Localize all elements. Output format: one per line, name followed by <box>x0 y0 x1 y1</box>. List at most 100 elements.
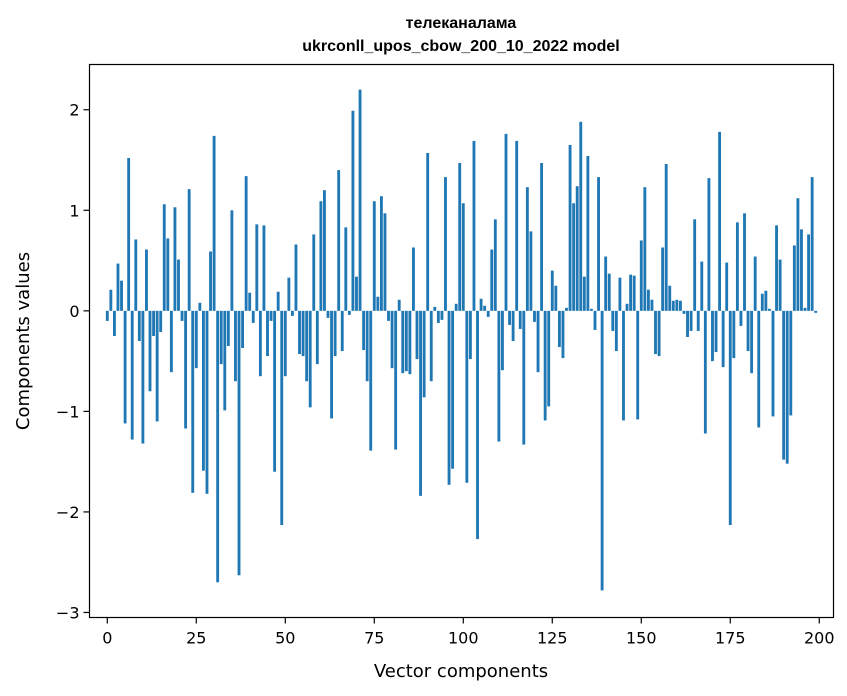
bar <box>258 310 262 377</box>
bar <box>408 310 412 375</box>
bar <box>590 308 593 311</box>
bar <box>796 198 800 311</box>
bar <box>273 310 277 472</box>
bar <box>504 133 508 311</box>
bar <box>632 275 636 311</box>
bar <box>732 310 736 359</box>
bar <box>152 310 155 336</box>
bar <box>419 310 422 496</box>
bar <box>789 310 793 416</box>
bar <box>657 310 661 357</box>
bar <box>607 273 611 311</box>
bar <box>355 276 358 311</box>
bar <box>383 213 387 311</box>
bar-series <box>105 89 818 591</box>
bar <box>472 140 476 311</box>
bar <box>219 310 223 365</box>
bar <box>540 163 544 311</box>
bar <box>162 204 166 311</box>
x-tick-label: 25 <box>186 629 206 648</box>
bar <box>654 310 657 355</box>
y-axis-label: Components values <box>13 252 34 430</box>
bar <box>451 310 455 469</box>
bar <box>614 310 618 352</box>
y-tick-label: 1 <box>69 201 79 220</box>
x-tick-label: 0 <box>102 629 112 648</box>
bar <box>269 310 273 321</box>
bar <box>707 178 711 311</box>
bar <box>255 224 259 311</box>
bar <box>112 310 116 336</box>
bar <box>436 310 440 323</box>
bar <box>326 310 330 318</box>
bar <box>501 310 504 371</box>
bar <box>412 247 415 311</box>
bar <box>735 222 739 311</box>
bar <box>693 219 697 311</box>
bar <box>728 310 732 525</box>
bar <box>369 310 373 451</box>
bar <box>166 238 170 311</box>
bar <box>212 135 216 311</box>
bar <box>600 310 604 591</box>
bar <box>479 298 483 311</box>
bar <box>533 310 536 322</box>
bar <box>390 310 394 369</box>
bar <box>433 306 437 311</box>
bar <box>646 289 650 311</box>
bar <box>241 310 244 349</box>
bar <box>782 310 786 460</box>
bar <box>308 310 312 408</box>
bar <box>671 300 675 311</box>
bar <box>643 187 647 311</box>
bar <box>105 310 109 321</box>
bar <box>404 310 408 372</box>
bar <box>294 244 298 311</box>
bar <box>814 310 818 313</box>
bar <box>703 310 707 434</box>
bar <box>187 189 191 311</box>
bar <box>810 177 814 311</box>
bar <box>675 299 679 311</box>
bar <box>778 259 782 311</box>
bar <box>768 308 771 311</box>
bar <box>330 310 333 419</box>
x-tick-label: 125 <box>537 629 568 648</box>
bar <box>415 310 419 360</box>
bar <box>696 310 700 331</box>
bar <box>234 310 237 382</box>
y-tick-label: −3 <box>56 603 80 622</box>
bar <box>543 310 547 421</box>
bar <box>237 310 241 576</box>
bar <box>177 259 180 311</box>
x-axis-ticks: 0 25 50 75 100 125 150 175 200 <box>102 617 835 648</box>
bar <box>739 310 743 326</box>
bar <box>572 203 576 311</box>
bar <box>429 310 433 382</box>
bar <box>508 310 511 325</box>
bar <box>554 285 558 311</box>
bar <box>618 277 622 311</box>
y-axis-ticks: −3 −2 −1 0 1 2 <box>56 101 90 622</box>
bar <box>764 290 768 311</box>
bar <box>134 239 138 311</box>
bar <box>447 310 451 485</box>
x-tick-label: 100 <box>448 629 479 648</box>
bar <box>244 176 248 311</box>
bar <box>397 299 401 311</box>
bar <box>454 303 458 311</box>
bar <box>661 247 665 311</box>
bar <box>490 249 494 311</box>
bar <box>358 89 362 311</box>
bar <box>757 310 761 428</box>
x-axis-label: Vector components <box>374 661 548 682</box>
y-tick-label: −2 <box>56 503 80 522</box>
bar <box>251 310 255 323</box>
bar <box>629 274 633 311</box>
bar <box>586 156 590 311</box>
bar <box>116 263 120 311</box>
bar <box>379 196 383 311</box>
bar <box>248 292 252 311</box>
bar <box>511 310 515 341</box>
bar <box>372 201 376 311</box>
